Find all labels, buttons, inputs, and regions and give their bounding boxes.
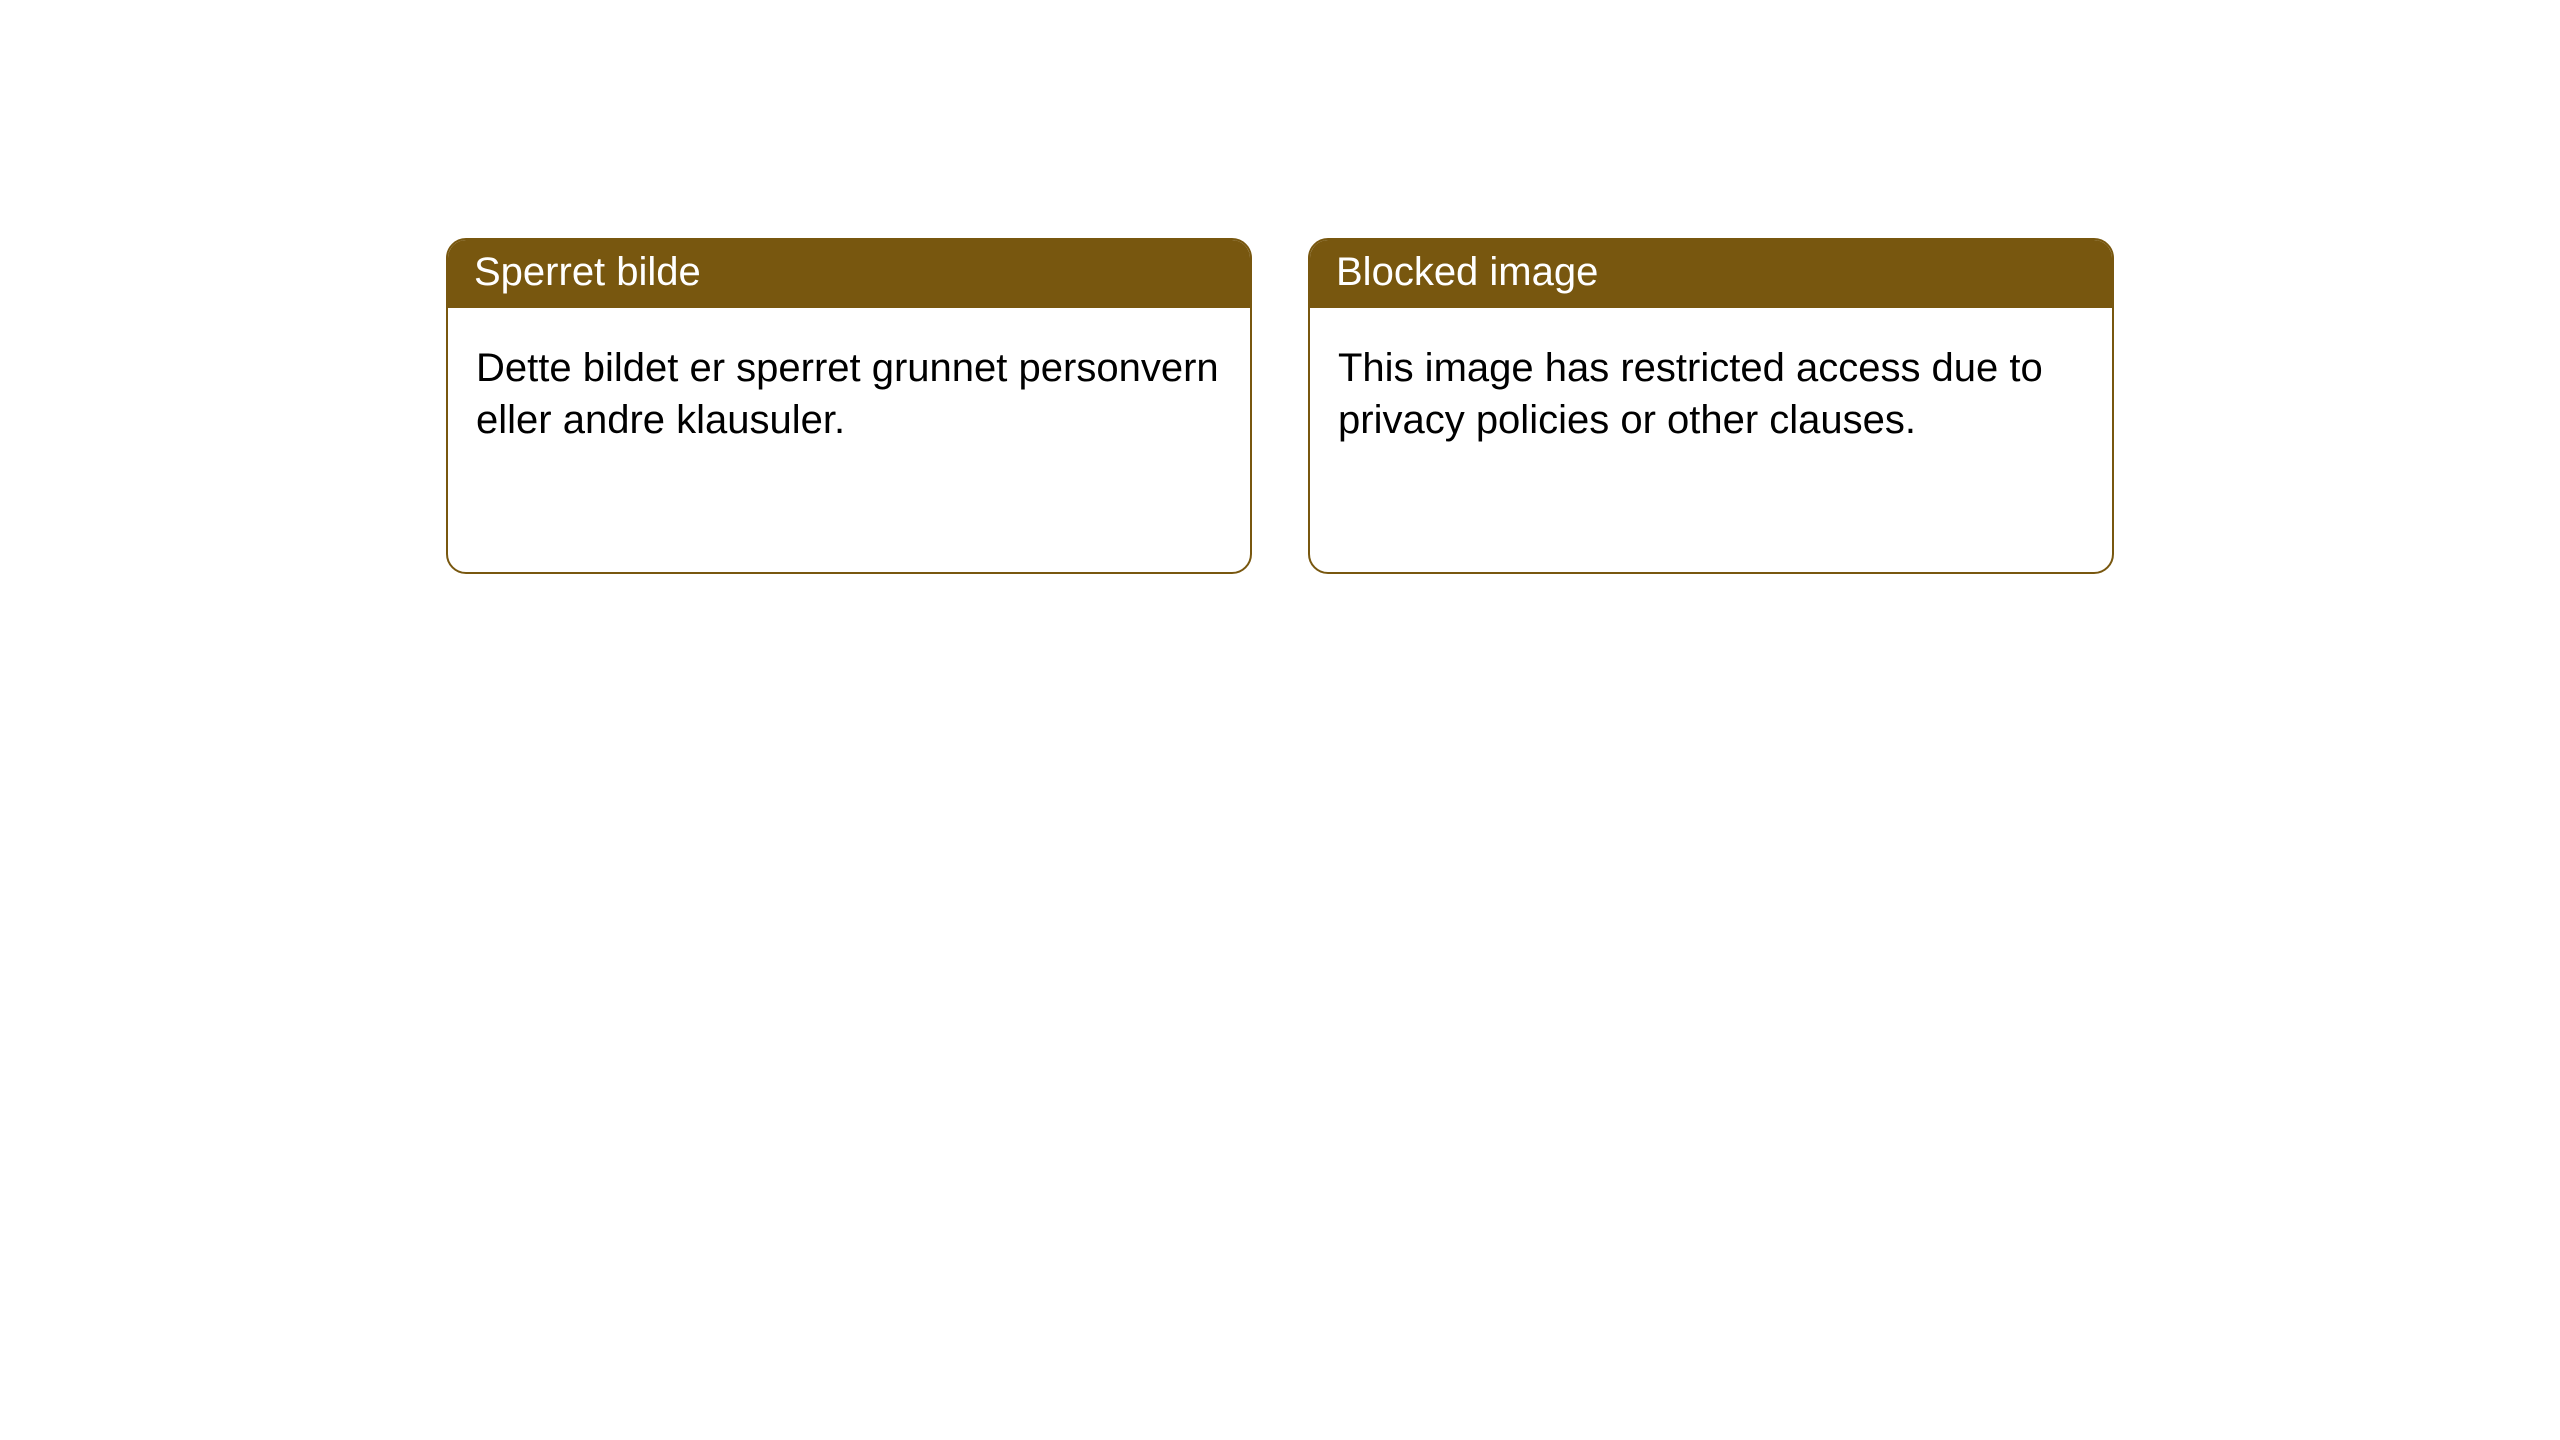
notice-card-header: Blocked image: [1310, 240, 2112, 308]
notice-container: Sperret bilde Dette bildet er sperret gr…: [0, 0, 2560, 574]
notice-card-header: Sperret bilde: [448, 240, 1250, 308]
notice-card-norwegian: Sperret bilde Dette bildet er sperret gr…: [446, 238, 1252, 574]
notice-card-english: Blocked image This image has restricted …: [1308, 238, 2114, 574]
notice-card-body: Dette bildet er sperret grunnet personve…: [448, 308, 1250, 480]
notice-card-body: This image has restricted access due to …: [1310, 308, 2112, 480]
